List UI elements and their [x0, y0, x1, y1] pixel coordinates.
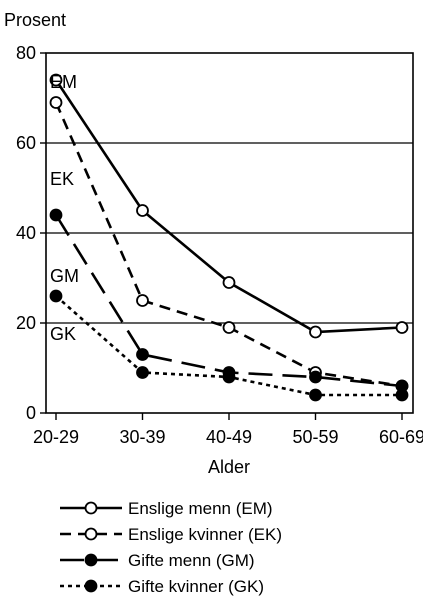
- series-tag-gm: GM: [50, 266, 79, 286]
- series-layer: [51, 75, 408, 401]
- legend-marker-gm: [86, 555, 97, 566]
- data-point-gk: [310, 390, 321, 401]
- data-point-gk: [51, 291, 62, 302]
- data-point-ek: [51, 97, 62, 108]
- x-tick-label: 40-49: [206, 427, 252, 447]
- data-point-gk: [137, 367, 148, 378]
- x-tick-label: 50-59: [292, 427, 338, 447]
- data-point-em: [397, 322, 408, 333]
- series-tag-gk: GK: [50, 324, 76, 344]
- y-tick-label: 40: [16, 223, 36, 243]
- data-point-gm: [137, 349, 148, 360]
- legend-marker-em: [86, 503, 97, 514]
- legend-marker-gk: [86, 581, 97, 592]
- y-tick-label: 20: [16, 313, 36, 333]
- legend-label-gk: Gifte kvinner (GK): [128, 577, 264, 596]
- y-tick-label: 0: [26, 403, 36, 423]
- x-axis-title: Alder: [208, 457, 250, 477]
- legend: Enslige menn (EM) Enslige kvinner (EK) Gif…: [60, 499, 282, 596]
- legend-label-ek: Enslige kvinner (EK): [128, 525, 282, 544]
- data-point-gk: [397, 390, 408, 401]
- legend-marker-ek: [86, 529, 97, 540]
- legend-label-em: Enslige menn (EM): [128, 499, 273, 518]
- data-point-ek: [137, 295, 148, 306]
- data-point-gm: [51, 210, 62, 221]
- data-point-ek: [224, 322, 235, 333]
- y-tick-label: 60: [16, 133, 36, 153]
- y-tick-label: 80: [16, 43, 36, 63]
- series-line-gm: [56, 215, 402, 386]
- x-tick-label: 20-29: [33, 427, 79, 447]
- data-point-gm: [310, 372, 321, 383]
- axis-ticks: 0 20 40 60 80 20-29 30-39 40-49 50-59 60-69: [16, 43, 423, 447]
- legend-label-gm: Gifte menn (GM): [128, 551, 255, 570]
- series-tag-ek: EK: [50, 169, 74, 189]
- series-line-ek: [56, 103, 402, 387]
- data-point-em: [310, 327, 321, 338]
- y-axis-title: Prosent: [4, 10, 66, 30]
- gridlines: [46, 143, 413, 323]
- x-tick-label: 30-39: [119, 427, 165, 447]
- data-point-em: [137, 205, 148, 216]
- series-line-em: [56, 80, 402, 332]
- series-tag-em: EM: [50, 72, 77, 92]
- x-tick-label: 60-69: [379, 427, 423, 447]
- data-point-em: [224, 277, 235, 288]
- data-point-gk: [224, 372, 235, 383]
